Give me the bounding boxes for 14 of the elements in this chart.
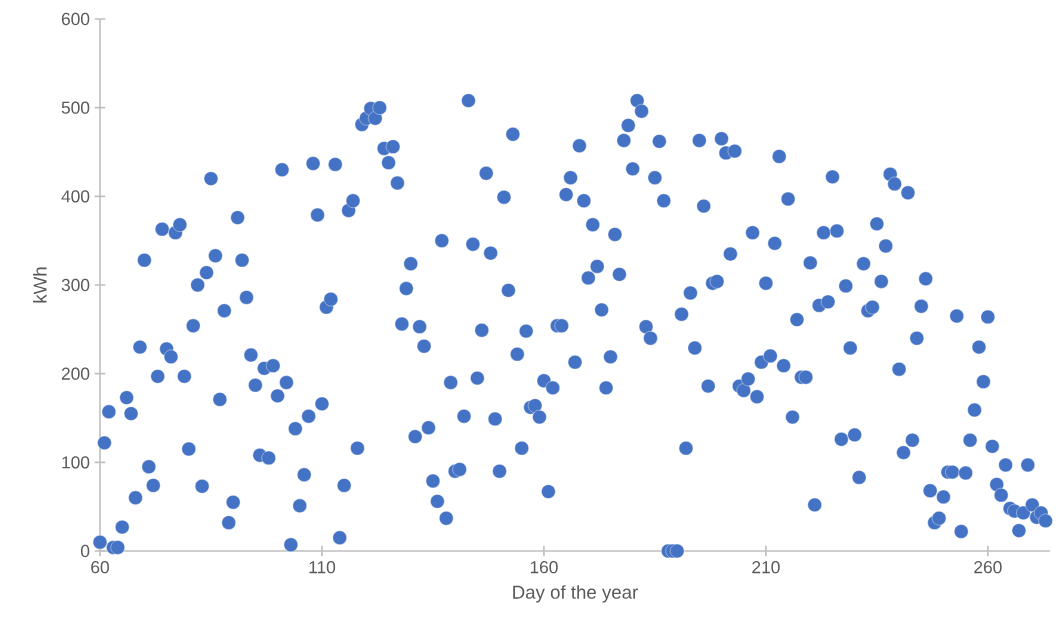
y-tick-label: 500 [61,101,90,114]
x-tick-label: 260 [974,561,1002,574]
y-tick-label: 600 [61,12,90,26]
y-tick-label: 0 [80,544,90,558]
y-axis-title: kWh [33,267,47,303]
y-tick-label: 200 [61,367,90,380]
x-tick-label: 110 [309,561,336,574]
y-tick-label: 100 [62,456,90,469]
x-tick-label: 160 [530,561,558,574]
x-tick-label: 210 [752,561,780,574]
y-tick-label: 400 [61,190,90,203]
x-axis-title: Day of the year [513,585,638,603]
x-tick-label: 60 [91,561,109,574]
y-tick-label: 300 [61,278,90,292]
